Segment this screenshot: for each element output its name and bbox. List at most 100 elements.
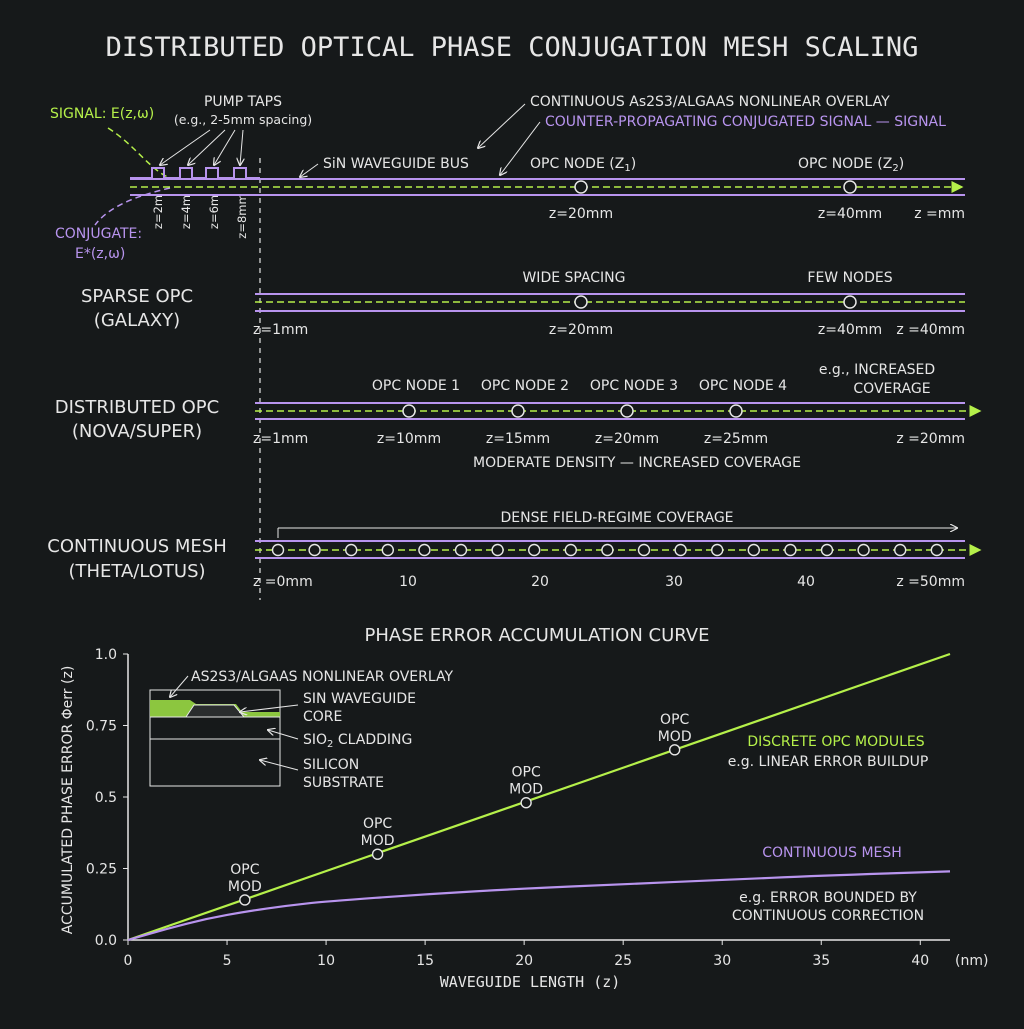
tap-z-label: z=8mm [235,193,249,238]
tap-z-label: z=4m [179,195,193,229]
pump-tap-arrows [160,129,243,165]
z-label: z =40mm [896,322,965,338]
series-note-discrete: e.g. LINEAR ERROR BUILDUP [728,754,929,770]
z-label: z =mm [914,206,965,222]
row-caption: DENSE FIELD-REGIME COVERAGE [500,510,733,526]
z-label: z=1mm [253,322,308,338]
signal-input-path [107,127,171,179]
x-ticks: 0 5 10 15 20 25 30 35 40 [124,940,929,969]
x-tick-label: 5 [223,953,232,969]
inset-substrate-label: SUBSTRATE [303,775,384,791]
z-label: z=25mm [704,431,768,447]
mesh-node [381,543,394,557]
opc-mod-marker [371,848,384,860]
mesh-node [930,543,943,557]
page-title: DISTRIBUTED OPTICAL PHASE CONJUGATION ME… [106,32,919,63]
overlay-pointer [478,103,526,148]
x-axis-label: WAVEGUIDE LENGTH (z) [440,973,621,991]
mesh-node [564,543,577,557]
opc-mod-label: MOD [658,729,692,745]
x-tick-label: 20 [515,953,533,969]
mesh-node [601,543,614,557]
opc-node [511,404,525,418]
opc-mod-marker [239,894,251,906]
bus-label: SiN WAVEGUIDE BUS [323,156,469,172]
mesh-node [491,543,504,557]
z-label: z =0mm [253,574,313,590]
pump-tap-bumps [130,167,260,179]
x-tick-label: 30 [713,953,731,969]
inset-pointer [268,730,299,740]
bus-pointer [300,163,319,177]
overlay-label: CONTINUOUS As2S3/ALGAAS NONLINEAR OVERLA… [530,94,890,110]
conjugate-label-field: E*(z,ω) [75,246,125,262]
z-label: 10 [399,574,417,590]
opc-mod-label: MOD [361,833,395,849]
y-ticks: 0.0 0.25 0.5 0.75 1.0 [86,647,128,949]
phase-error-chart: PHASE ERROR ACCUMULATION CURVE 0 5 10 15 20 2… [60,625,988,991]
row-caption: MODERATE DENSITY — INCREASED COVERAGE [473,455,801,471]
opc-mod-marker [520,797,532,809]
inset-pointer [170,675,189,697]
signal-label: SIGNAL: E(z,ω) [50,106,154,122]
opc-mod-label: OPC [363,816,392,832]
counter-pointer [500,121,541,175]
opc-node-label: OPC NODE 2 [481,378,569,394]
z-label: z=10mm [377,431,441,447]
x-tick-label: 40 [911,953,929,969]
inset-overlay-label: AS2S3/ALGAAS NONLINEAR OVERLAY [191,669,453,685]
z-label: z=40mm [818,206,882,222]
conjugate-label: CONJUGATE: [55,226,142,242]
inset-pointer [260,760,299,771]
row-note: COVERAGE [853,381,930,397]
mesh-node [637,543,651,557]
mesh-node [711,543,724,557]
mesh-node [747,543,760,557]
z-label: z=20mm [595,431,659,447]
row-note: e.g., INCREASED [819,362,935,378]
opc-node [574,295,588,309]
y-tick-label: 1.0 [95,647,117,663]
z-label: z =20mm [896,431,965,447]
x-tick-label: 25 [614,953,632,969]
row-note: WIDE SPACING [522,270,625,286]
y-axis-label: ACCUMULATED PHASE ERROR Φerr (z) [60,666,76,935]
mesh-node [674,543,687,557]
inset-cladding-label: SIO2 CLADDING [303,732,412,750]
x-tick-label: 35 [812,953,830,969]
opc-node [620,404,634,418]
opc-node [402,404,416,418]
mesh-nodes [271,543,943,557]
mesh-node [345,543,358,557]
opc-mod-label: OPC [660,712,689,728]
z-label: 40 [797,574,815,590]
opc-node-label: OPC NODE 4 [699,378,787,394]
top-waveguide-section: SIGNAL: E(z,ω) CONJUGATE: E*(z,ω) PUMP T… [50,94,965,600]
counter-label: COUNTER-PROPAGATING CONJUGATED SIGNAL — … [545,114,946,130]
opc-node-1-label: OPC NODE (Z1) [530,156,636,174]
x-unit: (nm) [955,953,988,969]
opc-node-label: OPC NODE 1 [372,378,460,394]
x-tick-label: 0 [124,953,133,969]
opc-node [729,404,743,418]
opc-node [843,295,857,309]
y-tick-label: 0.75 [86,719,117,735]
inset-pointer [240,704,299,712]
substrate-box [149,689,281,787]
y-tick-label: 0.0 [95,933,117,949]
row-sublabel: (GALAXY) [94,310,180,331]
series-line-continuous [127,870,951,942]
mesh-node [271,543,285,557]
row-label: SPARSE OPC [81,286,193,307]
series-note-continuous: CONTINUOUS CORRECTION [732,908,924,924]
opc-mod-label: OPC [230,862,259,878]
series-note-continuous: e.g. ERROR BOUNDED BY [739,890,917,906]
sparse-opc-row: SPARSE OPC (GALAXY) WIDE SPACING FEW NOD… [81,270,965,338]
row-sublabel: (NOVA/SUPER) [72,421,202,442]
z-label: z=20mm [549,322,613,338]
mesh-node [418,543,431,557]
tap-z-labels: z=2m z=4m z=6m z=8mm [151,193,249,238]
x-tick-label: 15 [416,953,434,969]
inset-core-label: CORE [303,709,342,725]
